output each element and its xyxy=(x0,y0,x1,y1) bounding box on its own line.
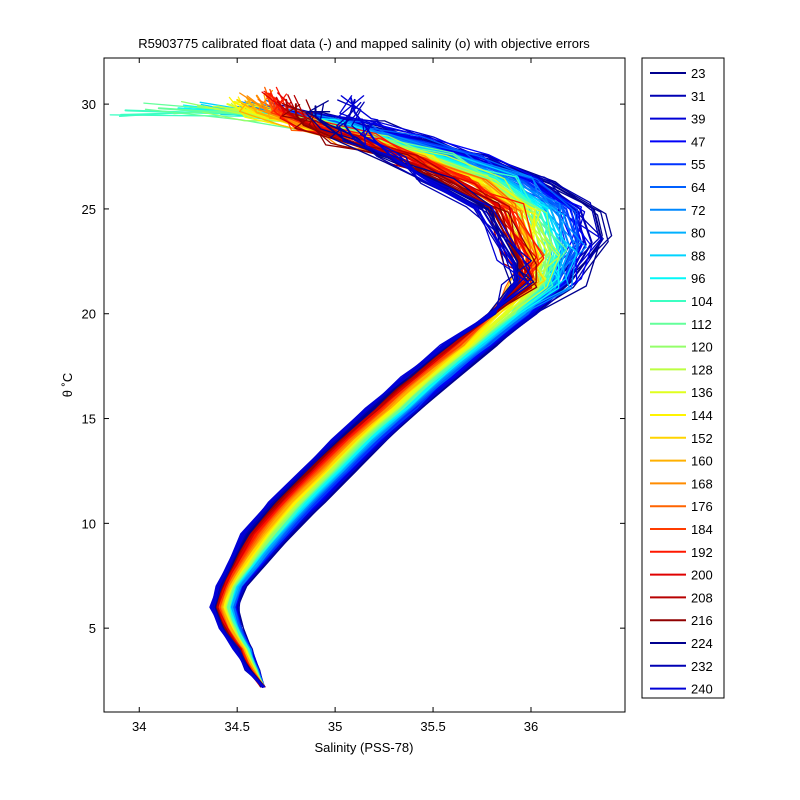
y-tick-label: 15 xyxy=(82,412,96,427)
plot-background xyxy=(104,58,625,712)
legend-label-168: 168 xyxy=(691,476,713,491)
x-axis-label: Salinity (PSS-78) xyxy=(315,740,414,755)
x-tick-label: 34 xyxy=(132,719,146,734)
legend-label-104: 104 xyxy=(691,294,713,309)
legend-label-39: 39 xyxy=(691,112,705,127)
series-layer xyxy=(109,86,613,688)
series-line-240-profile-3 xyxy=(209,95,521,688)
x-tick-label: 35.5 xyxy=(420,719,445,734)
x-tick-label: 34.5 xyxy=(225,719,250,734)
y-axis: 5 10 15 20 25 30 xyxy=(82,97,625,636)
x-axis: 34 34.5 35 35.5 36 xyxy=(132,58,538,734)
legend-label-208: 208 xyxy=(691,590,713,605)
plot-area: 34 34.5 35 35.5 36 5 10 15 20 25 30 xyxy=(82,57,626,734)
x-tick-label: 35 xyxy=(328,719,342,734)
y-tick-label: 25 xyxy=(82,202,96,217)
legend-label-96: 96 xyxy=(691,271,705,286)
legend-label-184: 184 xyxy=(691,522,713,537)
legend-label-47: 47 xyxy=(691,134,705,149)
legend-label-192: 192 xyxy=(691,545,713,560)
legend-label-224: 224 xyxy=(691,636,713,651)
legend-label-88: 88 xyxy=(691,248,705,263)
legend-label-128: 128 xyxy=(691,362,713,377)
legend-label-31: 31 xyxy=(691,89,705,104)
legend-label-72: 72 xyxy=(691,203,705,218)
legend-label-160: 160 xyxy=(691,454,713,469)
legend-label-200: 200 xyxy=(691,568,713,583)
legend-label-232: 232 xyxy=(691,659,713,674)
y-tick-label: 10 xyxy=(82,516,96,531)
legend-items: 23 31 39 47 55 64 72 80 88 96 104 112 120 128 136 144 15… xyxy=(650,66,713,697)
plot-frame xyxy=(103,57,626,713)
chart-title: R5903775 calibrated float data (-) and m… xyxy=(138,36,590,51)
series-line-240-profile-2 xyxy=(213,95,533,688)
legend-label-216: 216 xyxy=(691,613,713,628)
y-tick-label: 20 xyxy=(82,307,96,322)
legend-label-64: 64 xyxy=(691,180,705,195)
x-tick-label: 36 xyxy=(524,719,538,734)
legend-label-55: 55 xyxy=(691,157,705,172)
legend-label-144: 144 xyxy=(691,408,713,423)
y-tick-label: 30 xyxy=(82,97,96,112)
legend-label-80: 80 xyxy=(691,226,705,241)
y-tick-label: 5 xyxy=(89,621,96,636)
y-axis-label: θ ˚C xyxy=(60,373,75,398)
legend-label-120: 120 xyxy=(691,340,713,355)
legend-label-112: 112 xyxy=(691,317,712,332)
legend-label-23: 23 xyxy=(691,66,705,81)
series-line-96-profile-1 xyxy=(176,109,560,688)
legend: 23 31 39 47 55 64 72 80 88 96 104 112 120 128 136 144 15… xyxy=(641,57,725,699)
legend-label-176: 176 xyxy=(691,499,713,514)
legend-label-152: 152 xyxy=(691,431,713,446)
legend-label-136: 136 xyxy=(691,385,713,400)
legend-label-240: 240 xyxy=(691,682,713,697)
